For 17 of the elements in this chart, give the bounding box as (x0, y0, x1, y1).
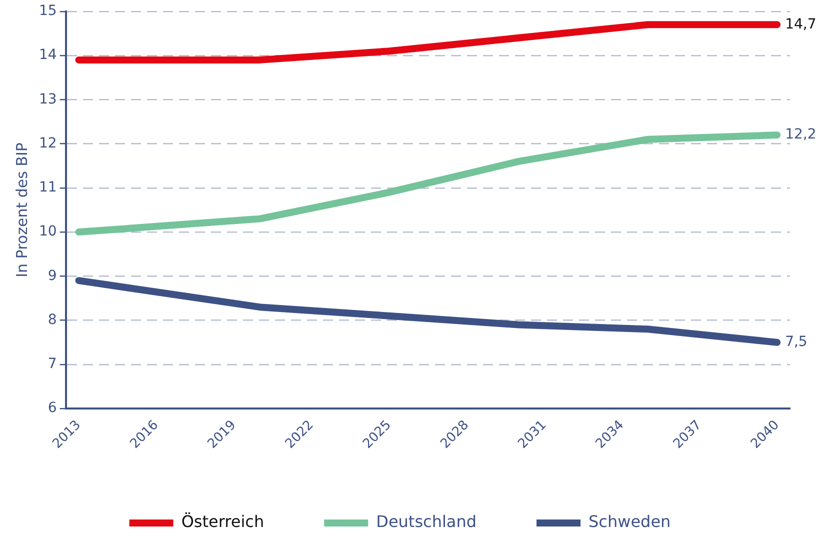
y-tick-label: 14 (38, 47, 57, 64)
y-tick-label: 10 (38, 224, 57, 240)
legend-label: Deutschland (376, 512, 477, 532)
y-axis-title: In Prozent des BIP (12, 142, 31, 278)
data-label: 7,5 (785, 334, 808, 350)
y-tick-label: 8 (48, 312, 57, 328)
data-label: 12,2 (785, 126, 816, 143)
y-tick-label: 13 (38, 91, 57, 108)
y-tick-label: 9 (48, 268, 57, 284)
data-label: 14,7 (785, 16, 816, 32)
y-tick-label: 15 (38, 3, 57, 20)
legend-label: Österreich (181, 512, 264, 532)
y-tick-label: 6 (48, 400, 57, 416)
y-tick-label: 11 (38, 180, 57, 196)
y-tick-label: 12 (38, 135, 57, 152)
y-tick-label: 7 (48, 356, 57, 372)
legend-label: Schweden (588, 512, 671, 532)
